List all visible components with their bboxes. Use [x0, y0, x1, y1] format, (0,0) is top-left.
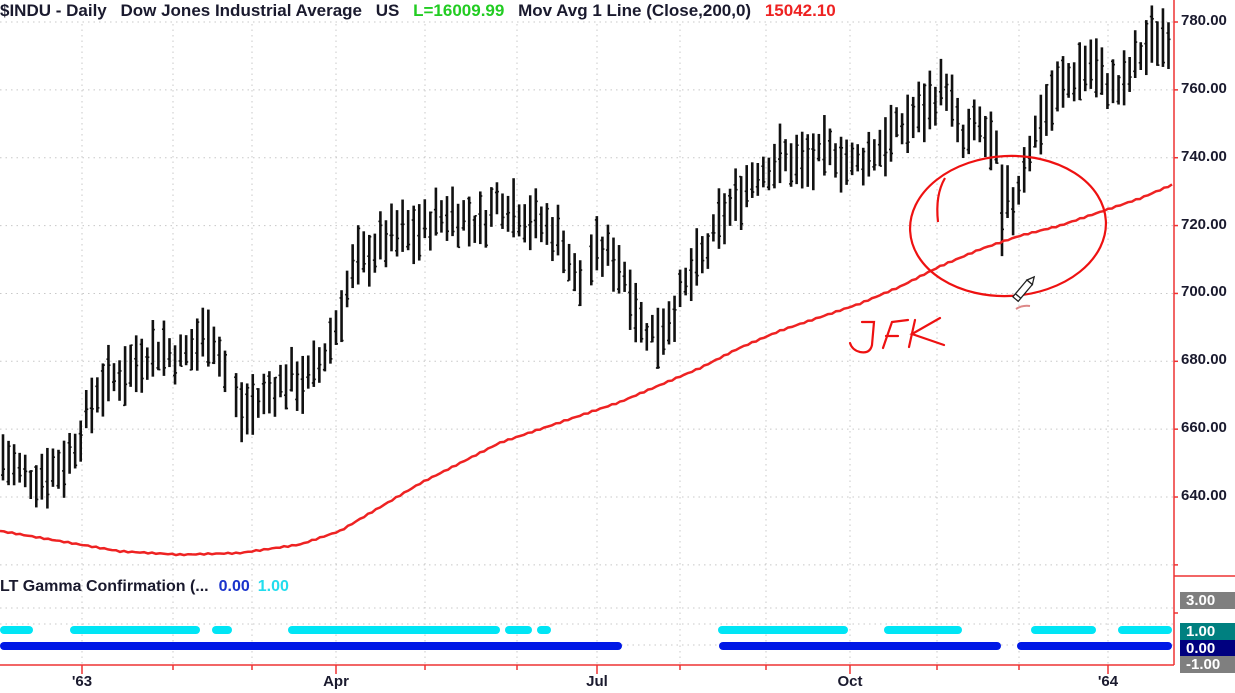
- price-axis-label: 640.00: [1181, 487, 1227, 505]
- time-axis-label: '64: [1097, 673, 1119, 690]
- last-price: L=16009.99: [413, 1, 505, 20]
- price-axis-label: 740.00: [1181, 147, 1227, 165]
- time-axis-label: Oct: [837, 673, 863, 690]
- annotation-hook: [936, 177, 946, 223]
- chart-header: $INDU - Daily Dow Jones Industrial Avera…: [0, 0, 845, 24]
- indicator-name: LT Gamma Confirmation (...: [0, 578, 209, 595]
- indicator-value-1: 1.00: [257, 578, 289, 595]
- price-axis-label: 760.00: [1181, 79, 1227, 97]
- price-axis-label: 720.00: [1181, 215, 1227, 233]
- indicator-axis-badge: 3.00: [1180, 592, 1235, 609]
- indicator-axis-badge: 1.00: [1180, 623, 1235, 640]
- pencil-cursor-icon: [1011, 275, 1036, 303]
- study-label[interactable]: Mov Avg 1 Line (Close,200,0): [518, 1, 752, 20]
- price-axis-label: 680.00: [1181, 351, 1227, 369]
- indicator-pane: [0, 626, 1172, 650]
- symbol-label: $INDU - Daily: [0, 1, 107, 20]
- annotation-circle: [908, 154, 1108, 298]
- grid-lines: [0, 21, 1174, 665]
- axes: [0, 0, 1235, 674]
- price-axis-label: 700.00: [1181, 283, 1227, 301]
- price-axis-label: 780.00: [1181, 12, 1227, 29]
- indicator-axis-badge: 0.00: [1180, 640, 1235, 657]
- price-bars: [1, 5, 1171, 509]
- time-axis-label: Apr: [323, 673, 349, 690]
- time-axis-label: '63: [71, 673, 93, 690]
- study-value: 15042.10: [764, 1, 836, 20]
- indicator-title[interactable]: LT Gamma Confirmation (... 0.00 1.00: [0, 578, 289, 596]
- moving-average-line: [0, 183, 1173, 557]
- exchange-label: US: [375, 1, 400, 20]
- annotation-dash: [1015, 304, 1031, 310]
- instrument-name: Dow Jones Industrial Average: [120, 1, 363, 20]
- price-axis-label: 660.00: [1181, 419, 1227, 437]
- indicator-axis-badge: -1.00: [1180, 656, 1235, 673]
- annotation-layer: [848, 154, 1108, 354]
- annotation-jfk: [848, 316, 946, 354]
- time-axis-label: Jul: [586, 673, 608, 690]
- indicator-value-0: 0.00: [218, 578, 250, 595]
